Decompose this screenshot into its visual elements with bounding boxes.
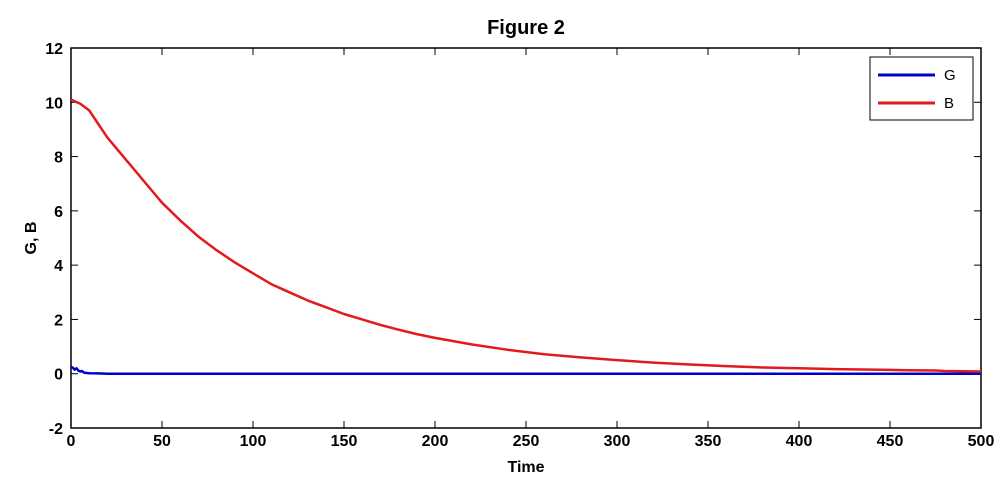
chart-title: Figure 2: [487, 17, 565, 39]
y-tick-label: -2: [49, 421, 63, 438]
x-tick-label: 50: [153, 433, 171, 450]
legend-box: [869, 56, 974, 121]
x-tick-label: 0: [67, 433, 76, 450]
series-line-b: [70, 98, 982, 373]
y-tick-label: 6: [54, 204, 63, 221]
y-tick-label: 4: [54, 258, 63, 275]
x-tick-label: 300: [604, 433, 631, 450]
x-tick-label: 450: [877, 433, 904, 450]
legend-label-b: B: [944, 95, 954, 112]
series-line-g: [70, 365, 981, 375]
x-tick-label: 400: [786, 433, 813, 450]
x-tick-label: 100: [240, 433, 267, 450]
legend: G B: [869, 56, 974, 121]
y-tick-label: 8: [54, 150, 63, 167]
x-tick-label: 350: [695, 433, 722, 450]
y-tick-label: 0: [54, 367, 63, 384]
series-layer: [70, 98, 982, 375]
x-tick-label: 500: [968, 433, 995, 450]
y-tick-label: 12: [45, 41, 63, 58]
x-tick-group: 0 50 100 150 200 250 300 350 400 450 500: [67, 48, 995, 450]
y-tick-group: -2 0 2 4 6 8 10 12: [45, 41, 981, 438]
y-tick-label: 2: [54, 312, 63, 329]
plot-area: [70, 47, 982, 429]
x-axis-label: Time: [507, 459, 544, 476]
legend-label-g: G: [944, 67, 956, 84]
x-tick-label: 150: [331, 433, 358, 450]
y-tick-label: 10: [45, 95, 63, 112]
x-tick-label: 250: [513, 433, 540, 450]
x-tick-label: 200: [422, 433, 449, 450]
y-axis-label: G, B: [23, 222, 40, 255]
